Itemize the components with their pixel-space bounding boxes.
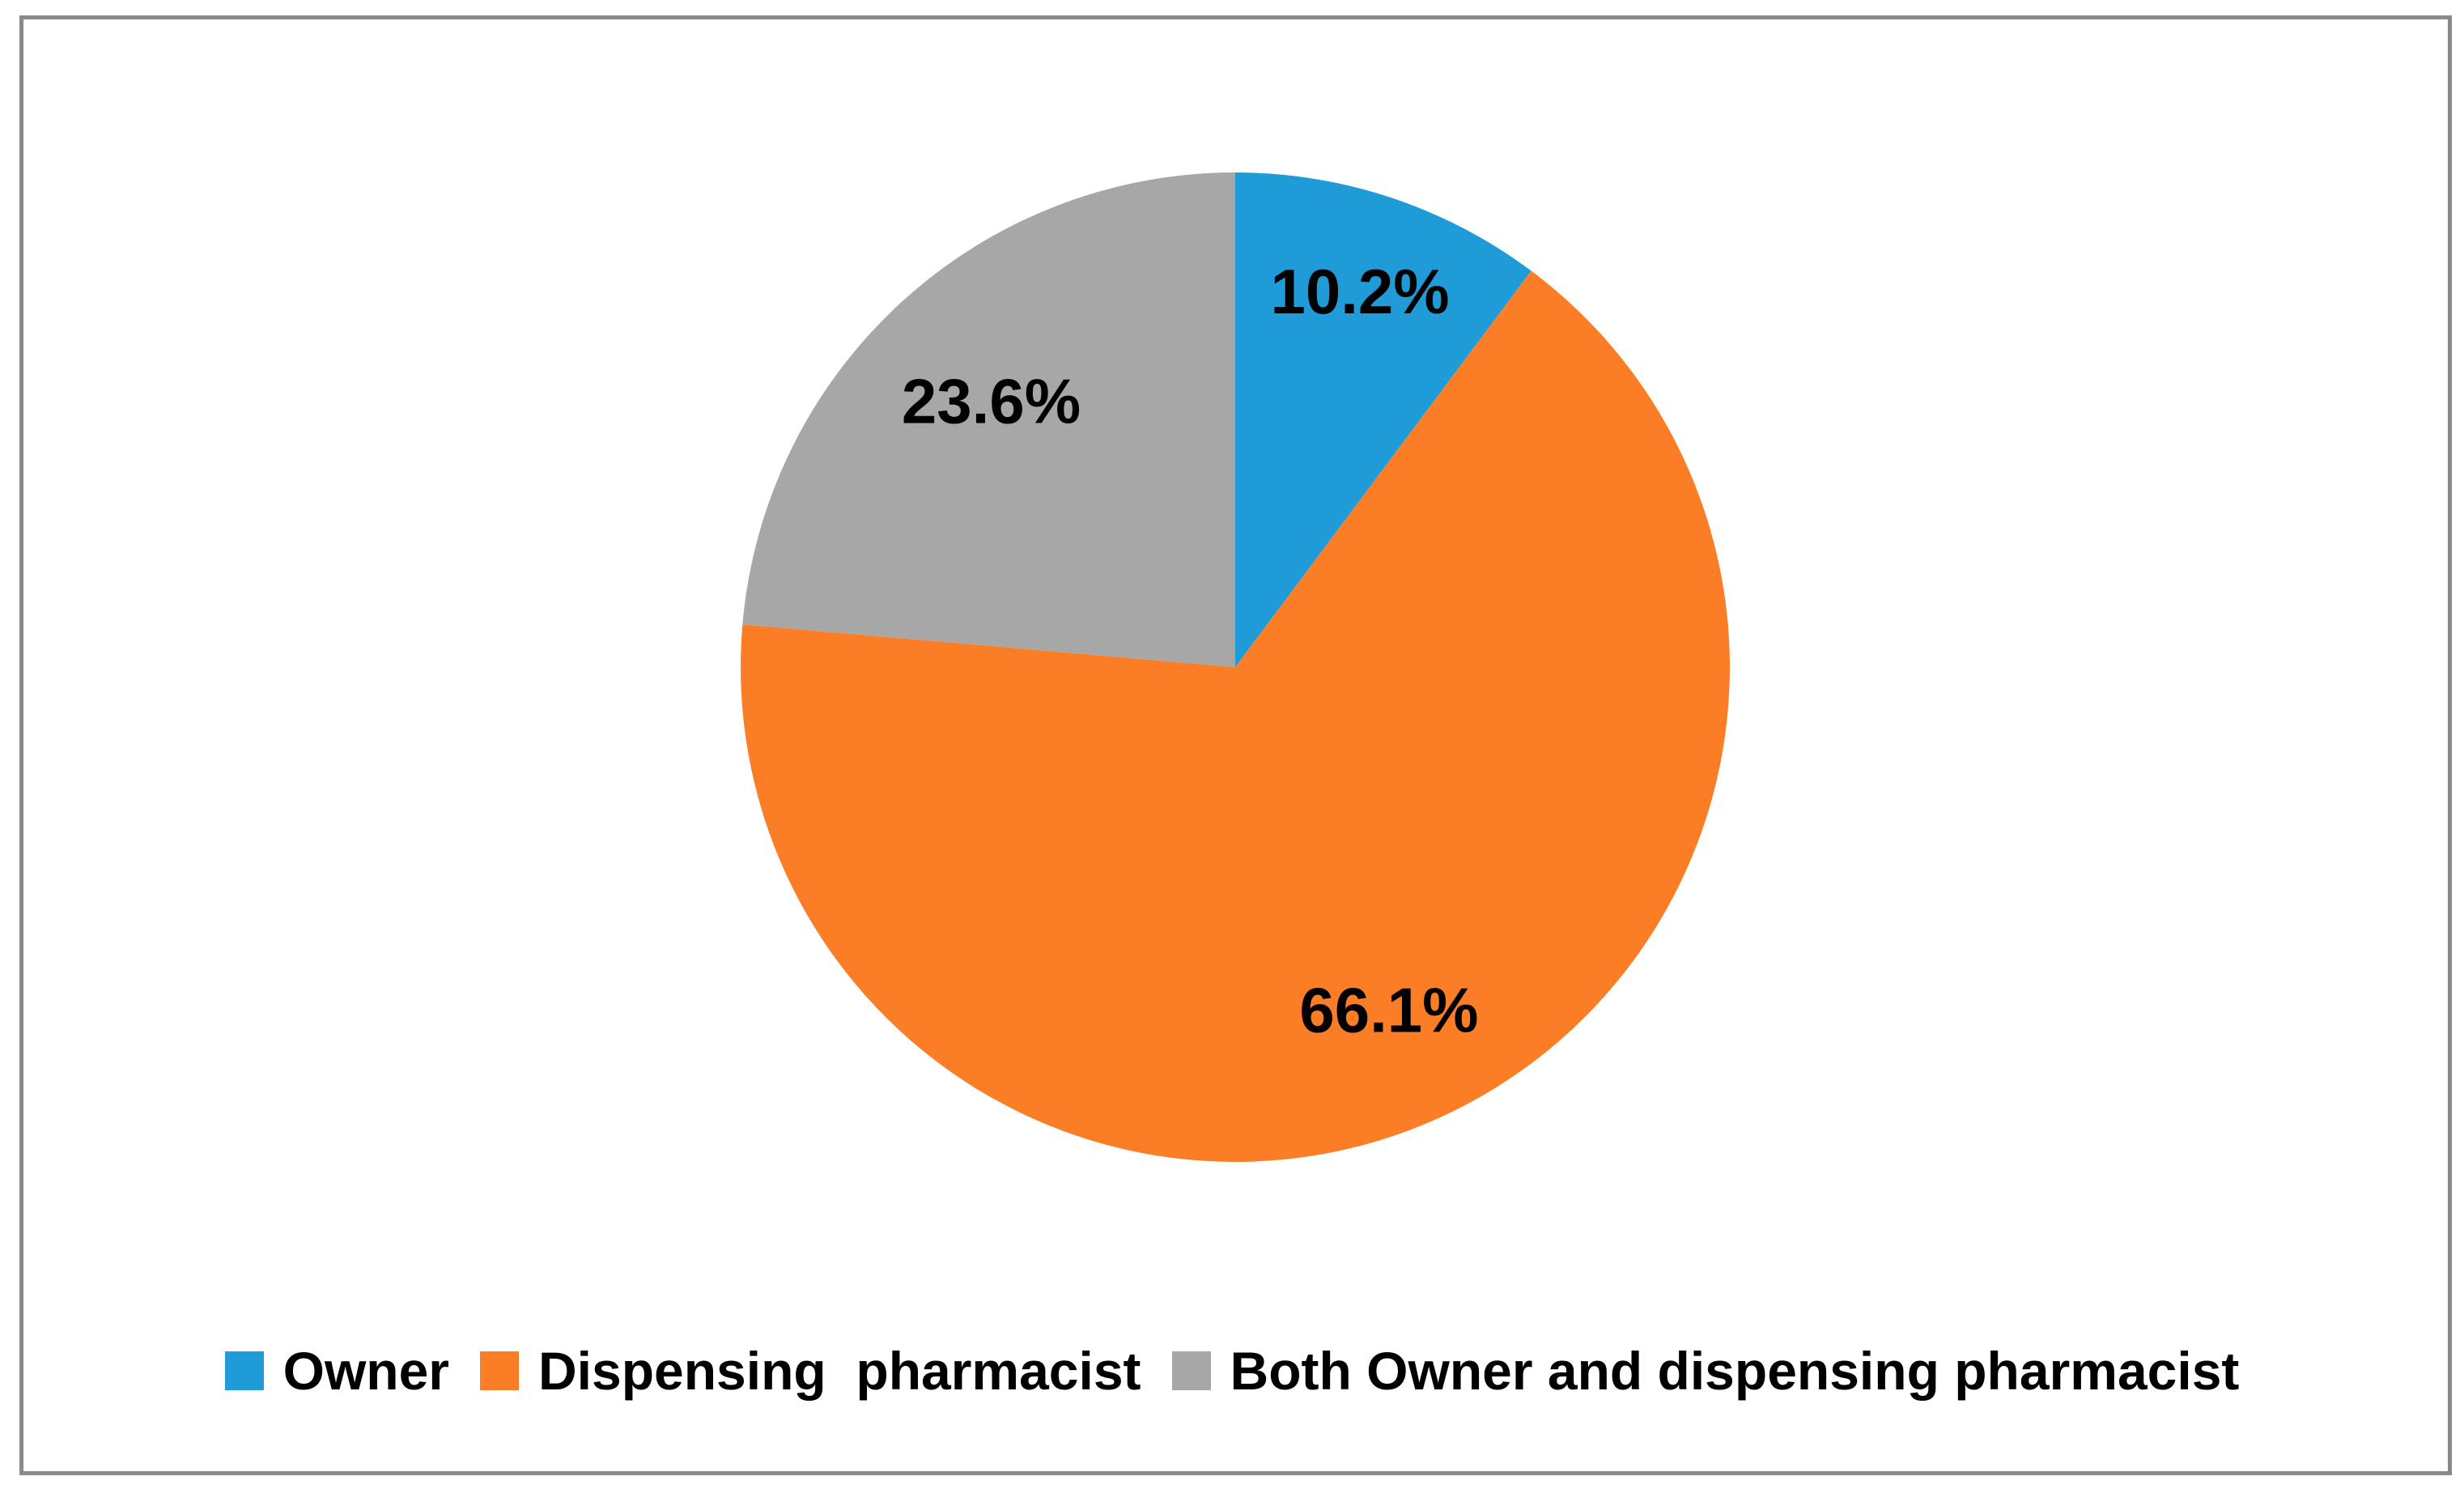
slice-value-label-dispensing-pharmacist: 66.1% (1299, 975, 1478, 1046)
slice-value-label-owner: 10.2% (1271, 256, 1450, 327)
legend-label-owner: Owner (283, 1341, 449, 1401)
legend: Owner Dispensing pharmacist Both Owner and… (32, 1344, 2432, 1398)
legend-item-both-owner-and-dispensing-pharmacist: Both Owner and dispensing pharmacist (1171, 1341, 2240, 1401)
pie-slice-dispensing-pharmacist (740, 270, 1730, 1163)
slice-value-label-both-owner-and-dispensing-pharmacist: 23.6% (902, 365, 1081, 436)
legend-item-owner: Owner (224, 1341, 449, 1401)
legend-swatch-both-owner-and-dispensing-pharmacist (1171, 1351, 1211, 1390)
legend-swatch-owner (224, 1351, 264, 1390)
legend-item-dispensing-pharmacist: Dispensing pharmacist (480, 1344, 1141, 1398)
legend-label-both-owner-and-dispensing-pharmacist: Both Owner and dispensing pharmacist (1230, 1341, 2240, 1401)
legend-swatch-dispensing-pharmacist (480, 1351, 519, 1390)
pie-slice-both-owner-and-dispensing-pharmacist (742, 172, 1235, 667)
pie-slice-owner (1235, 172, 1532, 667)
legend-label-dispensing-pharmacist: Dispensing pharmacist (538, 1341, 1141, 1401)
